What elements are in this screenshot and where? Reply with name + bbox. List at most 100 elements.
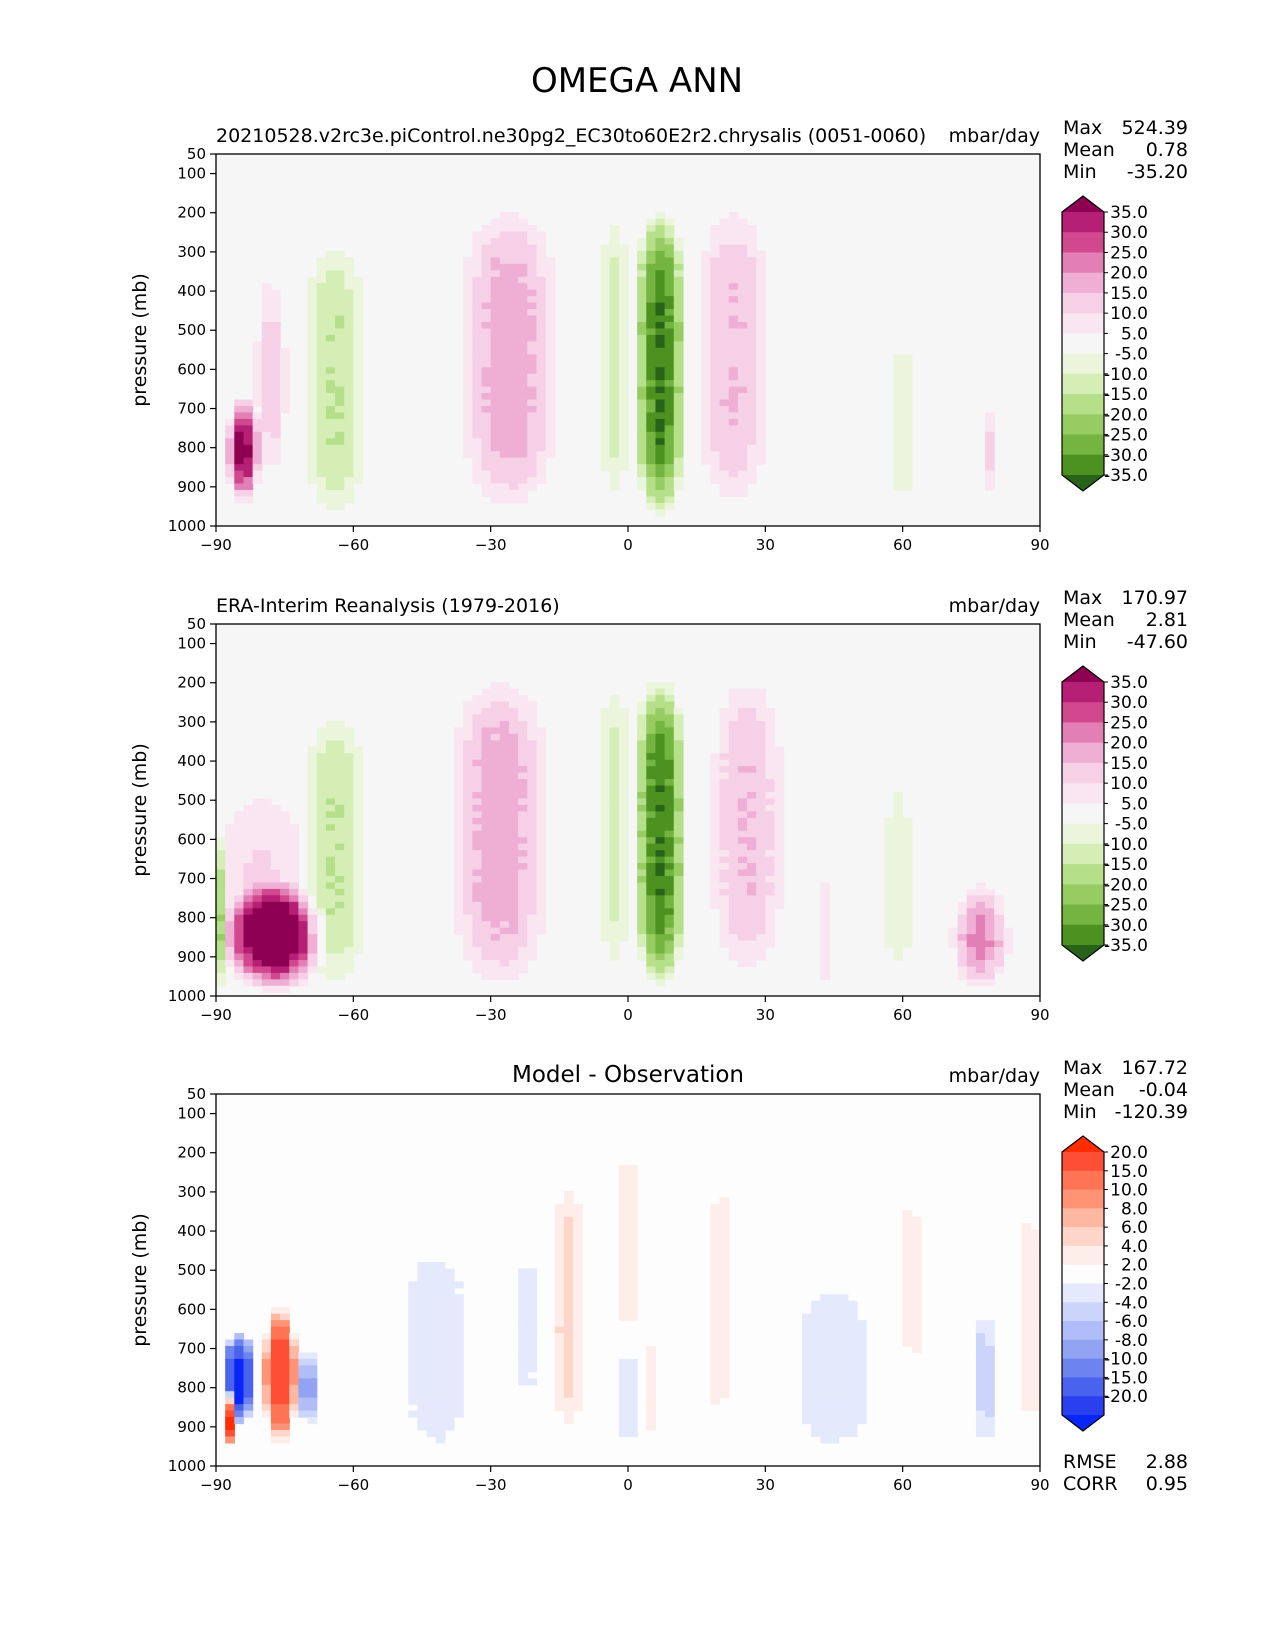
contour-cell (490, 940, 501, 948)
contour-cell (499, 811, 510, 819)
contour-cell (710, 1384, 721, 1392)
contour-cell (454, 785, 464, 793)
contour-cell (737, 451, 748, 459)
contour-cell (499, 934, 510, 942)
contour-cell (325, 309, 336, 317)
contour-cell (673, 869, 684, 877)
contour-cell (325, 470, 336, 478)
contour-cell (261, 1404, 272, 1412)
contour-cell (600, 399, 611, 407)
contour-cell (225, 850, 235, 858)
contour-cell (701, 360, 711, 368)
contour-cell (545, 373, 556, 381)
contour-cell (518, 231, 528, 239)
contour-cell (673, 250, 684, 258)
contour-cell (335, 483, 345, 491)
contour-cell (463, 701, 473, 709)
contour-cell (508, 457, 519, 465)
contour-cell (270, 927, 281, 935)
contour-cell (508, 354, 519, 362)
contour-cell (609, 720, 620, 728)
contour-cell (335, 740, 345, 748)
contour-cell (563, 1203, 574, 1211)
contour-cell (280, 1397, 290, 1405)
contour-cell (911, 1345, 922, 1354)
contour-cell (316, 727, 327, 735)
contour-cell (499, 746, 510, 754)
contour-cell (508, 289, 519, 297)
contour-cell (252, 934, 263, 942)
contour-cell (655, 901, 666, 909)
contour-cell (344, 438, 354, 446)
contour-cell (756, 798, 766, 806)
contour-cell (609, 934, 620, 942)
contour-cell (527, 830, 538, 838)
contour-cell (618, 296, 629, 304)
contour-cell (463, 927, 473, 935)
contour-cell (472, 753, 483, 761)
contour-cell (252, 386, 263, 394)
contour-cell (518, 779, 528, 787)
contour-cell (454, 856, 464, 864)
contour-cell (444, 1397, 455, 1405)
contour-cell (344, 785, 354, 793)
contour-cell (1021, 1242, 1032, 1250)
contour-cell (618, 798, 629, 806)
contour-cell (216, 837, 226, 845)
contour-cell (307, 927, 318, 935)
contour-cell (335, 895, 345, 903)
contour-cell (765, 863, 776, 871)
contour-cell (1021, 1352, 1032, 1360)
contour-cell (728, 250, 739, 258)
contour-cell (353, 940, 364, 948)
contour-cell (316, 354, 327, 362)
contour-cell (701, 425, 711, 433)
contour-cell (499, 451, 510, 459)
contour-cell (325, 496, 336, 504)
contour-cell (289, 966, 299, 974)
contour-cell (618, 1261, 629, 1270)
contour-cell (673, 850, 684, 858)
contour-cell (225, 837, 235, 845)
colorbar-swatch (1062, 1245, 1104, 1266)
contour-cell (719, 766, 730, 774)
contour-cell (673, 895, 684, 903)
contour-cell (307, 1365, 318, 1373)
contour-cell (646, 824, 657, 832)
contour-cell (463, 895, 473, 903)
contour-cell (756, 888, 766, 896)
contour-cell (325, 276, 336, 284)
contour-cell (1021, 1345, 1032, 1354)
contour-cell (508, 707, 519, 716)
contour-cell (847, 1391, 858, 1399)
contour-cell (957, 972, 968, 980)
contour-cell (316, 766, 327, 774)
contour-cell (664, 360, 675, 368)
contour-cell (737, 785, 748, 793)
contour-cell (646, 231, 657, 239)
contour-cell (536, 354, 547, 362)
contour-cell (664, 959, 675, 968)
contour-cell (847, 1320, 858, 1328)
contour-cell (609, 753, 620, 761)
contour-cell (756, 386, 766, 394)
contour-cell (893, 804, 904, 812)
contour-cell (737, 727, 748, 735)
contour-cell (820, 895, 831, 903)
contour-cell (728, 328, 739, 336)
contour-cell (335, 850, 345, 858)
contour-cell (280, 953, 290, 961)
contour-cell (747, 296, 757, 304)
contour-cell (307, 914, 318, 922)
contour-cell (701, 438, 711, 446)
contour-cell (225, 921, 235, 929)
contour-cell (985, 953, 995, 961)
contour-cell (518, 1313, 528, 1321)
contour-cell (646, 714, 657, 722)
contour-cell (747, 412, 757, 420)
stat-mean-label: Mean (1063, 1079, 1115, 1101)
contour-cell (335, 386, 345, 394)
contour-cell (655, 720, 666, 728)
contour-cell (655, 231, 666, 239)
contour-cell (508, 367, 519, 375)
